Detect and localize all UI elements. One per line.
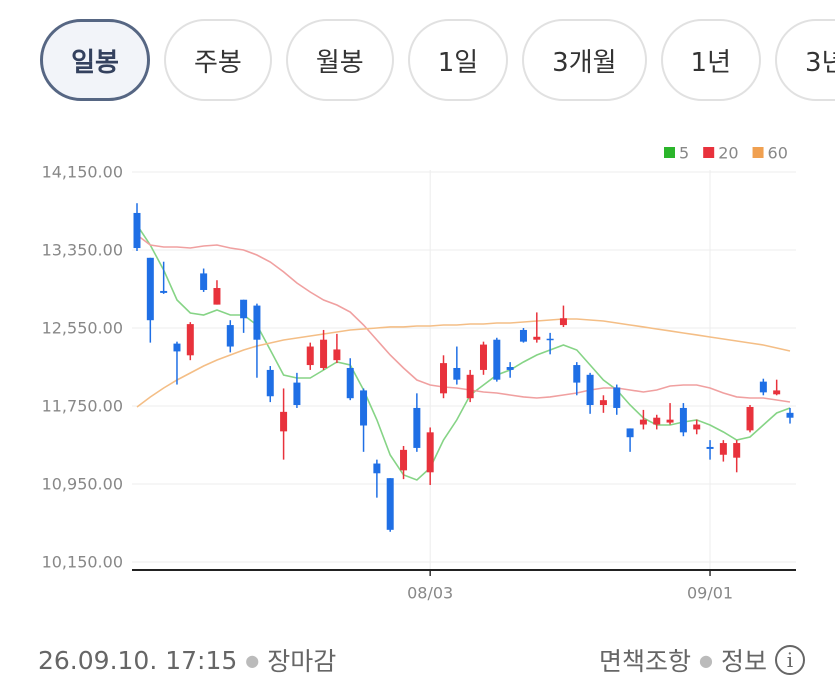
y-tick-label: 11,750.00 — [42, 397, 123, 416]
candle-body — [333, 349, 341, 361]
y-tick-label: 10,150.00 — [42, 553, 123, 572]
candle-body — [626, 428, 634, 438]
y-tick-label: 10,950.00 — [42, 475, 123, 494]
candle-body — [320, 339, 328, 368]
info-link[interactable]: 정보 — [720, 647, 767, 676]
candle-body — [759, 381, 767, 393]
chart: 10,150.00 10,950.00 11,750.00 12,550.00 13,3… — [42, 144, 796, 603]
candle-body — [546, 338, 554, 341]
candle-body — [306, 346, 314, 366]
candle-body — [493, 339, 501, 380]
candle-body — [200, 273, 208, 290]
candle-body — [559, 318, 567, 326]
candle-body — [746, 406, 754, 431]
y-tick-label: 13,350.00 — [42, 241, 123, 260]
candle-body — [413, 407, 421, 448]
period-tab[interactable]: 3년 — [775, 19, 835, 101]
moving-average-line — [136, 234, 791, 403]
candle-body — [466, 374, 474, 399]
period-tab[interactable]: 월봉 — [285, 19, 394, 101]
candle-body — [386, 478, 394, 530]
info-icon[interactable]: i — [775, 645, 805, 675]
disclaimer-link[interactable]: 면책조항 — [599, 647, 692, 676]
candle-body — [786, 412, 794, 418]
candle-body — [639, 419, 647, 425]
timestamp: 26.09.10. 17:15 — [38, 645, 238, 675]
candle-body — [173, 343, 181, 352]
candle-body — [586, 374, 594, 406]
candle-body — [133, 212, 141, 249]
period-tab[interactable]: 주봉 — [164, 19, 272, 101]
legend-swatch — [664, 147, 675, 158]
candle-body — [599, 400, 607, 406]
legend-swatch — [703, 147, 715, 158]
candle-body — [653, 417, 661, 425]
y-tick-label: 12,550.00 — [42, 319, 123, 338]
candle-body — [186, 324, 194, 356]
candle-body — [293, 382, 301, 406]
candle-body — [479, 344, 487, 370]
candle-body — [573, 365, 581, 383]
x-tick-label: 09/01 — [687, 584, 733, 603]
separator: ● — [245, 650, 260, 670]
candle-body — [213, 288, 221, 305]
period-tab[interactable]: 1일 — [407, 19, 509, 101]
legend-label: 60 — [768, 144, 788, 163]
candle-body — [240, 299, 248, 319]
candle-body — [679, 407, 687, 433]
candle-body — [506, 367, 514, 370]
period-tab[interactable]: 일봉 — [40, 19, 150, 101]
candle-body — [453, 367, 461, 380]
candle-body — [400, 449, 408, 471]
candle-body — [280, 411, 288, 432]
moving-average-line — [136, 318, 791, 408]
candle-body — [160, 290, 168, 293]
legend-label: 5 — [679, 144, 689, 163]
period-tabs: 일봉 주봉 월봉 1일 3개월 1년 3년 — [40, 19, 835, 101]
candle-body — [426, 432, 434, 473]
candle-body — [733, 443, 741, 458]
candle-body — [373, 463, 381, 474]
period-tab[interactable]: 3개월 — [522, 19, 647, 101]
candle-body — [706, 446, 714, 449]
footer: 26.09.10. 17:15 ● 장마감 면책조항 ● 정보 i — [38, 640, 805, 680]
candle-body — [719, 443, 727, 455]
market-status: 장마감 — [267, 647, 337, 676]
legend-label: 20 — [718, 144, 738, 163]
candle-body — [519, 329, 527, 342]
candle-body — [146, 257, 154, 321]
candle-body — [773, 390, 781, 395]
period-tab[interactable]: 1년 — [660, 19, 762, 101]
legend-swatch — [752, 147, 764, 158]
candle-body — [360, 390, 368, 426]
candle-body — [693, 424, 701, 430]
candle-body — [266, 369, 274, 397]
candle-body — [346, 367, 354, 399]
candle-body — [440, 363, 448, 394]
separator: ● — [699, 650, 713, 670]
candle-body — [666, 419, 674, 423]
candle-body — [613, 387, 621, 408]
x-tick-label: 08/03 — [407, 584, 453, 603]
candle-body — [533, 336, 541, 340]
candle-body — [226, 325, 234, 347]
y-tick-label: 14,150.00 — [42, 163, 123, 182]
candle-body — [253, 305, 261, 340]
